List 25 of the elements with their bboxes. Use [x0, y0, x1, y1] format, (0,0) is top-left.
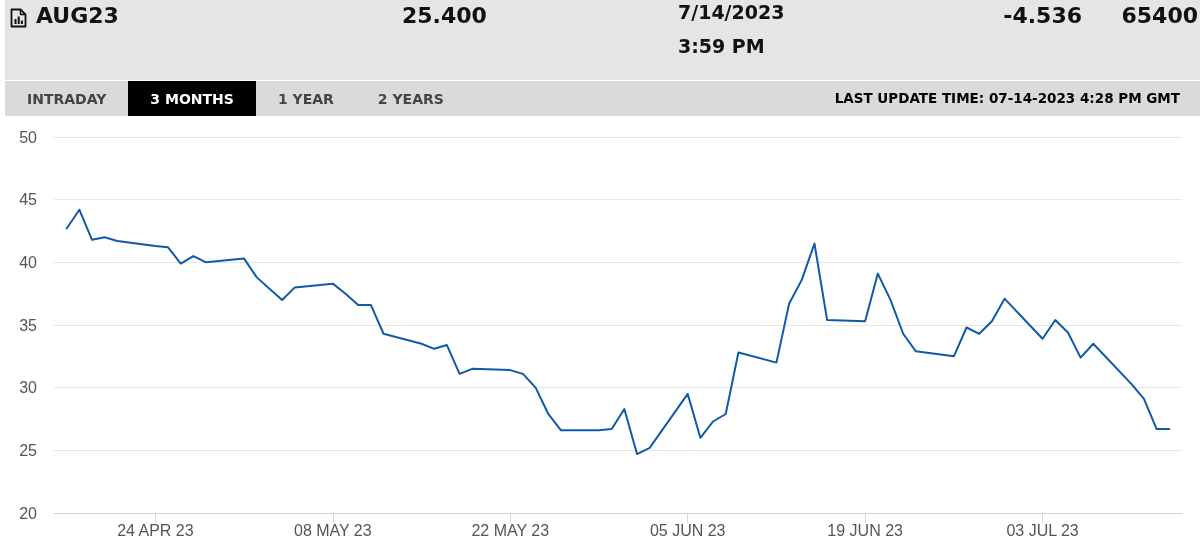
text: 65400	[1121, 3, 1198, 29]
y-tick-label: 45	[19, 191, 38, 209]
y-tick-label: 50	[19, 128, 38, 146]
text: INTRADAY	[5, 81, 129, 116]
line-series	[65, 208, 1171, 456]
text: 3 MONTHS	[128, 81, 256, 116]
y-tick-label: 25	[19, 441, 38, 459]
text: 7/14/2023	[678, 1, 785, 24]
x-tick-label: 22 MAY 23	[471, 521, 550, 539]
y-tick-label: 30	[19, 379, 38, 397]
x-tick-label: 05 JUN 23	[649, 521, 726, 539]
y-tick-label: 35	[19, 316, 38, 334]
text: -4.536	[1003, 3, 1082, 29]
x-tick-label: 19 JUN 23	[827, 521, 904, 539]
x-tick-label: 03 JUL 23	[1006, 521, 1079, 539]
text: 3:59 PM	[678, 35, 765, 58]
x-tick-label: 08 MAY 23	[293, 521, 372, 539]
text: 2 YEARS	[355, 81, 466, 116]
chart-title: AUG23	[36, 3, 119, 29]
text: 1 YEAR	[255, 81, 356, 116]
text: 25.400	[402, 3, 487, 29]
text: LAST UPDATE TIME: 07-14-2023 4:28 PM GMT	[834, 89, 1180, 108]
y-tick-label: 20	[19, 504, 38, 522]
y-tick-label: 40	[19, 253, 38, 271]
x-tick-label: 24 APR 23	[117, 521, 194, 539]
